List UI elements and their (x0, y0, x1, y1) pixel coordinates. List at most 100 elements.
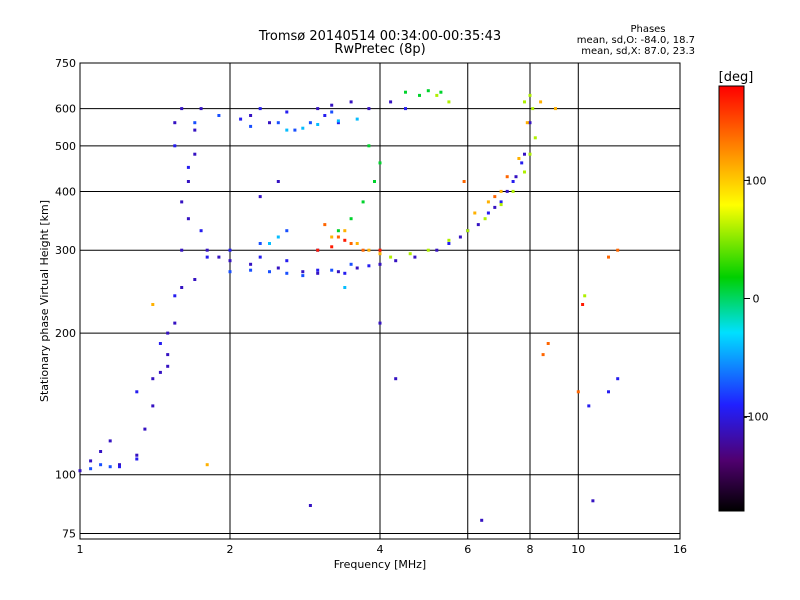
data-point (607, 255, 610, 259)
data-point (367, 144, 371, 148)
data-point (276, 180, 280, 183)
data-point (336, 235, 340, 239)
data-point (343, 229, 347, 233)
data-point (447, 100, 451, 104)
y-tick-label: 200 (55, 327, 76, 340)
data-point (493, 195, 497, 199)
data-point (316, 248, 320, 252)
data-point (217, 255, 221, 259)
data-point (285, 229, 289, 233)
data-point (330, 268, 334, 272)
x-tick-label: 2 (227, 543, 234, 556)
data-point (151, 404, 155, 408)
data-point (239, 117, 243, 121)
data-point (505, 175, 509, 179)
data-point (205, 463, 209, 467)
data-point (276, 121, 280, 125)
data-point (378, 321, 382, 325)
data-point (336, 229, 340, 233)
data-point (367, 248, 371, 252)
data-point (301, 270, 305, 274)
data-point (493, 205, 497, 209)
data-point (361, 200, 365, 204)
data-point (186, 165, 190, 169)
data-point (378, 161, 382, 165)
colorbar-ticks: 100 0 -100 (744, 174, 769, 423)
data-point (447, 242, 451, 245)
y-axis-label: Stationary phase Virtual Height [km] (38, 200, 51, 402)
phases-heading: Phases (630, 24, 665, 35)
data-point (378, 262, 382, 266)
data-point (528, 152, 532, 156)
data-point (193, 121, 197, 125)
data-point (316, 107, 320, 111)
data-point (466, 229, 470, 233)
data-point (180, 107, 184, 111)
data-point (418, 93, 421, 97)
data-point (205, 248, 209, 252)
data-point (78, 469, 82, 473)
data-point (268, 270, 271, 274)
data-point (118, 465, 121, 469)
data-point (89, 459, 93, 463)
phases-line-x: mean, sd,X: 87.0, 23.3 (581, 46, 695, 57)
data-point (143, 427, 147, 431)
data-point (285, 128, 289, 132)
data-point (361, 248, 365, 252)
data-point (330, 110, 334, 114)
data-point (276, 235, 280, 239)
data-point (330, 245, 334, 249)
data-point (316, 271, 320, 275)
data-point (486, 211, 490, 215)
data-point (135, 453, 139, 457)
data-point (426, 248, 430, 252)
data-point (135, 390, 139, 394)
data-point (480, 518, 484, 522)
data-point (323, 223, 327, 227)
colorbar-tick-label: 0 (753, 293, 760, 306)
x-tick-label: 10 (571, 543, 585, 556)
phases-line-o: mean, sd,O: -84.0, 18.7 (577, 35, 695, 46)
data-point (228, 248, 232, 252)
data-point (336, 121, 340, 125)
data-point (355, 266, 359, 270)
data-point (258, 107, 262, 111)
data-point (193, 128, 197, 132)
y-tick-label: 750 (55, 57, 76, 70)
data-point (520, 161, 524, 165)
data-point (343, 286, 347, 289)
data-point (435, 248, 439, 252)
data-point (587, 404, 591, 408)
data-point (166, 353, 170, 357)
data-point (205, 255, 209, 259)
data-point (180, 200, 184, 204)
x-tick-label: 1 (77, 543, 84, 556)
data-point (511, 189, 515, 193)
x-axis-label: Frequency [MHz] (334, 558, 426, 571)
data-point (285, 271, 289, 275)
data-point (531, 107, 535, 111)
data-point (249, 268, 253, 272)
data-point (435, 93, 439, 97)
data-point (404, 107, 407, 111)
data-point (99, 463, 103, 467)
data-point (186, 180, 190, 183)
data-point (554, 107, 557, 111)
data-point (525, 121, 529, 125)
data-point (276, 266, 280, 270)
data-point (316, 268, 320, 272)
data-point (367, 264, 371, 268)
data-point (173, 294, 177, 298)
data-point (389, 100, 393, 104)
x-tick-label: 4 (377, 543, 384, 556)
data-point (258, 242, 262, 245)
data-point (108, 465, 112, 469)
data-point (355, 117, 359, 121)
data-point (473, 211, 477, 215)
data-point (186, 217, 190, 221)
y-tick-label: 500 (55, 140, 76, 153)
data-point (343, 271, 347, 275)
data-point (293, 128, 297, 132)
data-point (389, 255, 393, 259)
data-point (158, 370, 162, 374)
